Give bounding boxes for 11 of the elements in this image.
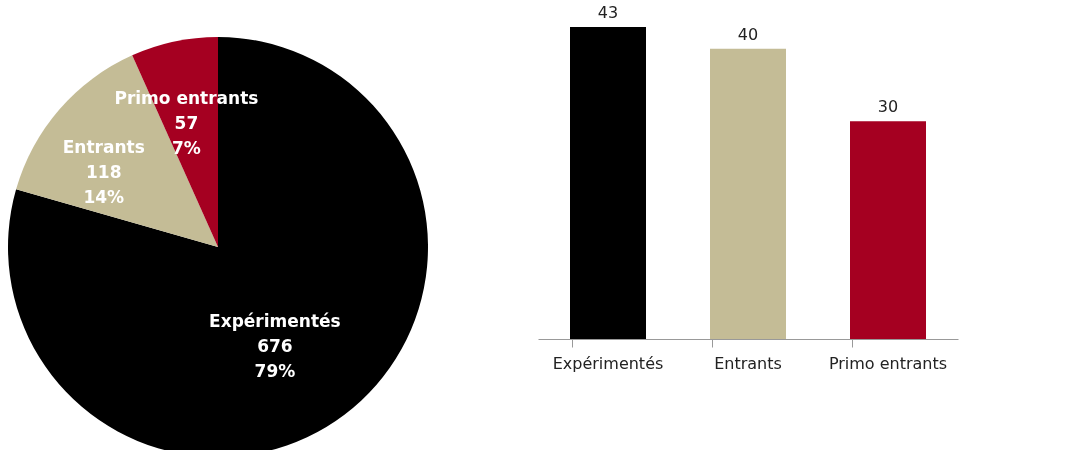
data-label: 40 bbox=[737, 24, 759, 44]
data-label: 676 79% bbox=[254, 336, 296, 382]
data-label: 118 14% bbox=[83, 161, 125, 207]
slice-label: Entrants bbox=[62, 136, 145, 157]
data-label: 57 7% bbox=[171, 113, 201, 159]
slice-label: Expérimentés bbox=[209, 311, 341, 332]
data-label: 43 bbox=[597, 3, 619, 22]
x-tick-label: Expérimentés bbox=[552, 353, 664, 373]
data-label: 30 bbox=[877, 97, 899, 117]
x-tick-label: Entrants bbox=[714, 353, 782, 373]
x-tick-label: Primo entrants bbox=[828, 353, 948, 373]
